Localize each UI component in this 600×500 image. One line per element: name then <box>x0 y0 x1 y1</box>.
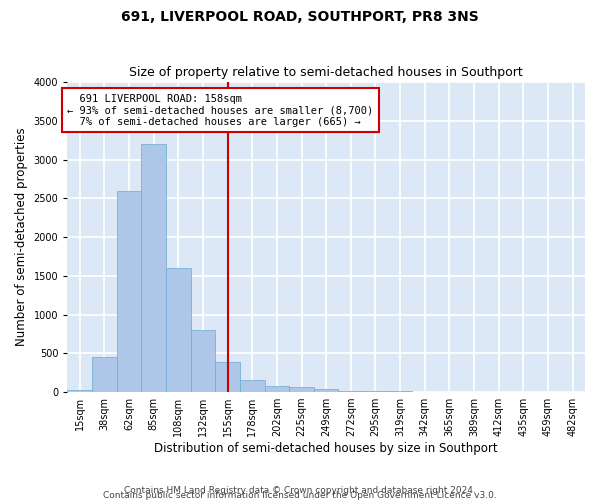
Bar <box>314 389 338 392</box>
Title: Size of property relative to semi-detached houses in Southport: Size of property relative to semi-detach… <box>129 66 523 80</box>
Bar <box>338 390 363 392</box>
Text: Contains HM Land Registry data © Crown copyright and database right 2024.: Contains HM Land Registry data © Crown c… <box>124 486 476 495</box>
Bar <box>67 390 92 392</box>
Bar <box>116 190 141 392</box>
Bar <box>289 386 314 392</box>
Bar <box>363 391 388 392</box>
X-axis label: Distribution of semi-detached houses by size in Southport: Distribution of semi-detached houses by … <box>154 442 498 455</box>
Text: Contains public sector information licensed under the Open Government Licence v3: Contains public sector information licen… <box>103 490 497 500</box>
Text: 691 LIVERPOOL ROAD: 158sqm
← 93% of semi-detached houses are smaller (8,700)
  7: 691 LIVERPOOL ROAD: 158sqm ← 93% of semi… <box>67 94 374 127</box>
Bar <box>265 386 289 392</box>
Bar <box>141 144 166 392</box>
Y-axis label: Number of semi-detached properties: Number of semi-detached properties <box>15 128 28 346</box>
Text: 691, LIVERPOOL ROAD, SOUTHPORT, PR8 3NS: 691, LIVERPOOL ROAD, SOUTHPORT, PR8 3NS <box>121 10 479 24</box>
Bar <box>92 357 116 392</box>
Bar <box>215 362 240 392</box>
Bar <box>166 268 191 392</box>
Bar <box>191 330 215 392</box>
Bar <box>240 380 265 392</box>
